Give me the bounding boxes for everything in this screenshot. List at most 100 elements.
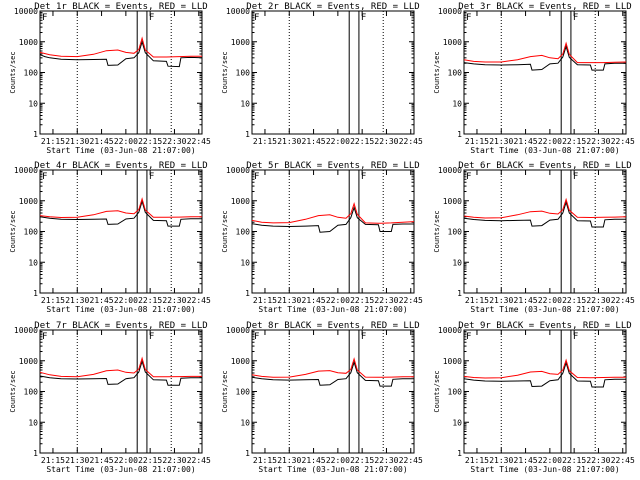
y-tick-label: 10000 — [438, 7, 462, 16]
plot-frame — [251, 10, 415, 135]
y-tick-label: 10 — [452, 418, 462, 427]
x-tick-label: 22:30 — [374, 296, 398, 305]
x-tick-label: 22:00 — [326, 137, 350, 146]
panel-title: Det 5r BLACK = Events, RED = LLD — [246, 161, 419, 171]
y-tick-label: 10000 — [226, 166, 250, 175]
lld-series-line — [39, 356, 202, 378]
x-tick-label: 22:15 — [562, 296, 586, 305]
corner-mark: F — [42, 13, 47, 23]
y-tick-label: 1 — [245, 289, 250, 298]
panel-title: Det 1r BLACK = Events, RED = LLD — [34, 2, 207, 12]
x-tick-label: 22:30 — [374, 137, 398, 146]
y-tick-label: 100 — [448, 69, 463, 78]
x-axis-label: Start Time (03-Jun-08 21:07:00) — [470, 465, 619, 474]
y-axis-label: Counts/sec — [433, 210, 441, 252]
x-tick-label: 22:15 — [562, 456, 586, 465]
corner-mark: F — [149, 332, 154, 342]
x-tick-label: 21:30 — [489, 137, 513, 146]
lld-series-line — [251, 202, 415, 224]
y-tick-label: 10 — [240, 258, 250, 267]
y-tick-label: 1000 — [231, 197, 250, 206]
x-tick-label: 22:00 — [114, 296, 138, 305]
corner-mark: F — [466, 172, 471, 182]
x-tick-label: 22:30 — [586, 456, 610, 465]
events-series-line — [463, 361, 626, 388]
x-tick-label: 21:45 — [302, 456, 326, 465]
x-tick-label: 22:15 — [138, 137, 162, 146]
x-tick-label: 22:15 — [138, 296, 162, 305]
x-tick-label: 21:30 — [489, 296, 513, 305]
panel-title: Det 3r BLACK = Events, RED = LLD — [458, 2, 631, 12]
y-axis-label: Counts/sec — [221, 51, 229, 93]
y-tick-label: 1 — [457, 449, 462, 458]
y-tick-label: 100 — [24, 388, 39, 397]
x-tick-label: 22:15 — [138, 456, 162, 465]
interval-box — [560, 10, 572, 135]
plot-frame — [463, 10, 627, 135]
y-tick-label: 10000 — [226, 326, 250, 335]
lld-series-line — [251, 357, 414, 378]
x-tick-label: 22:30 — [162, 456, 186, 465]
y-tick-label: 10 — [28, 258, 38, 267]
x-axis-label: Start Time (03-Jun-08 21:07:00) — [46, 305, 195, 314]
x-axis-label: Start Time (03-Jun-08 21:07:00) — [46, 465, 195, 474]
interval-box — [136, 169, 148, 294]
corner-mark: F — [573, 332, 578, 342]
x-tick-label: 21:15 — [253, 456, 277, 465]
x-tick-label: 22:30 — [374, 456, 398, 465]
y-tick-label: 100 — [24, 228, 39, 237]
y-tick-label: 10 — [240, 418, 250, 427]
x-tick-label: 22:15 — [562, 137, 586, 146]
x-axis-label: Start Time (03-Jun-08 21:07:00) — [46, 146, 195, 155]
x-tick-label: 21:30 — [277, 296, 301, 305]
corner-mark: F — [254, 13, 259, 23]
x-tick-label: 22:45 — [611, 456, 635, 465]
panel-title: Det 7r BLACK = Events, RED = LLD — [34, 321, 207, 331]
x-tick-label: 22:30 — [162, 296, 186, 305]
corner-mark: F — [361, 332, 366, 342]
events-series-line — [39, 199, 202, 227]
events-series-line — [463, 200, 626, 228]
panel-title: Det 8r BLACK = Events, RED = LLD — [246, 321, 419, 331]
x-tick-label: 21:45 — [90, 137, 114, 146]
interval-box — [348, 10, 360, 135]
y-tick-label: 100 — [236, 388, 251, 397]
x-tick-label: 21:30 — [65, 137, 89, 146]
plot-frame — [39, 10, 203, 135]
y-axis-label: Counts/sec — [9, 370, 17, 412]
corner-mark: F — [361, 172, 366, 182]
x-tick-label: 22:00 — [114, 137, 138, 146]
y-tick-label: 10000 — [14, 326, 38, 335]
x-tick-label: 22:45 — [399, 456, 423, 465]
events-series-line — [251, 360, 414, 387]
y-tick-label: 10 — [28, 418, 38, 427]
lld-series-line — [463, 197, 627, 219]
y-tick-label: 10 — [240, 99, 250, 108]
corner-mark: F — [254, 332, 259, 342]
y-tick-label: 1 — [245, 449, 250, 458]
lld-series-line — [463, 358, 626, 379]
x-tick-label: 22:45 — [187, 456, 211, 465]
y-tick-label: 100 — [236, 228, 251, 237]
x-tick-label: 21:30 — [277, 456, 301, 465]
y-tick-label: 1000 — [19, 357, 38, 366]
lld-series-line — [39, 197, 202, 219]
corner-mark: F — [149, 13, 154, 23]
x-tick-label: 22:45 — [187, 137, 211, 146]
y-tick-label: 10000 — [438, 166, 462, 175]
x-tick-label: 22:45 — [399, 137, 423, 146]
x-tick-label: 21:15 — [465, 137, 489, 146]
x-axis-label: Start Time (03-Jun-08 21:07:00) — [470, 146, 619, 155]
lld-series-line — [463, 41, 627, 64]
corner-mark: F — [466, 13, 471, 23]
events-series-line — [39, 40, 203, 68]
x-tick-label: 21:45 — [302, 296, 326, 305]
x-tick-label: 22:00 — [114, 456, 138, 465]
x-tick-label: 21:45 — [90, 296, 114, 305]
x-tick-label: 21:30 — [65, 456, 89, 465]
